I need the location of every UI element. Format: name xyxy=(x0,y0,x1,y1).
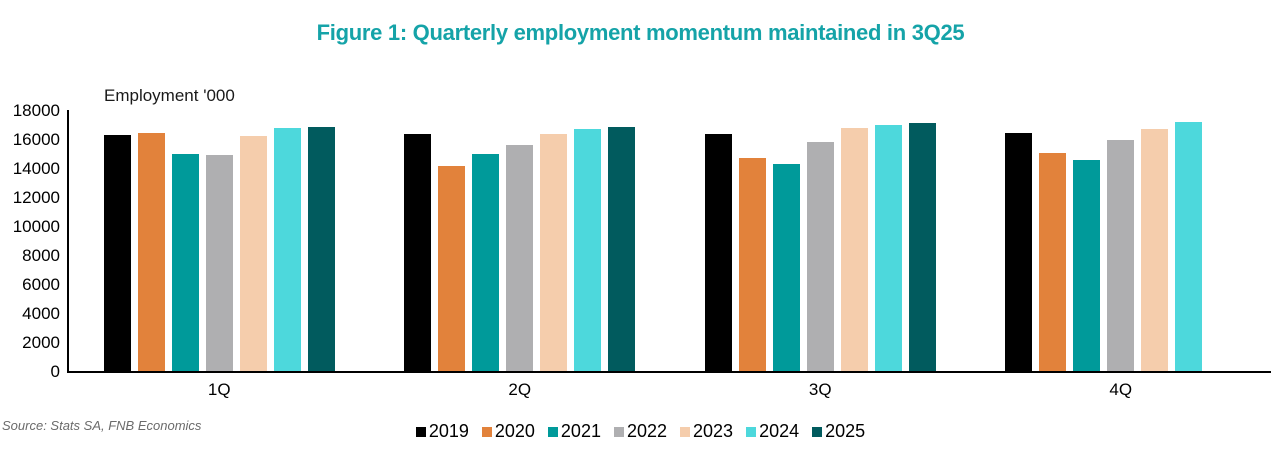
bar-2023-1q xyxy=(239,136,267,371)
bar-2021-3q xyxy=(772,163,800,371)
legend-swatch-icon xyxy=(746,426,757,437)
x-axis-label-3q: 3Q xyxy=(808,380,832,399)
x-axis-line xyxy=(67,371,1271,373)
y-tick-label: 16000 xyxy=(12,130,60,149)
bar-2021-4q xyxy=(1073,160,1101,371)
legend-item-2025: 2025 xyxy=(812,421,865,442)
legend-label: 2025 xyxy=(825,421,866,441)
legend-label: 2022 xyxy=(626,421,668,441)
bar-2019-1q xyxy=(103,134,131,371)
figure-title: Figure 1: Quarterly employment momentum … xyxy=(316,20,965,45)
bar-2021-1q xyxy=(171,153,199,371)
bar-2019-4q xyxy=(1005,132,1033,371)
legend: 2019 2020 2021 2022 2023 2024 2025 xyxy=(0,421,1281,442)
bar-2024-3q xyxy=(874,124,902,371)
y-tick-label: 0 xyxy=(50,362,60,381)
plot-area xyxy=(69,110,1271,371)
bar-2022-4q xyxy=(1107,140,1135,371)
bar-2022-2q xyxy=(506,145,534,371)
bar-2019-3q xyxy=(704,133,732,371)
legend-label: 2020 xyxy=(494,421,535,441)
legend-item-2024: 2024 xyxy=(746,421,799,442)
legend-swatch-icon xyxy=(481,426,492,437)
y-tick-label: 12000 xyxy=(12,188,60,207)
bar-2025-3q xyxy=(908,122,936,371)
legend-label: 2023 xyxy=(693,421,734,441)
legend-label: 2024 xyxy=(759,421,800,441)
bar-group-1q xyxy=(69,110,370,371)
bar-2019-2q xyxy=(404,134,432,371)
bar-2022-1q xyxy=(205,154,233,371)
bar-2020-1q xyxy=(137,133,165,371)
y-tick-label: 8000 xyxy=(22,246,60,265)
bar-2024-2q xyxy=(574,128,602,371)
bar-2025-2q xyxy=(608,126,636,371)
bar-2020-4q xyxy=(1039,153,1067,371)
bar-2023-4q xyxy=(1141,128,1169,371)
legend-item-2020: 2020 xyxy=(481,421,535,442)
y-tick-label: 2000 xyxy=(22,333,60,352)
bar-group-4q xyxy=(971,110,1272,371)
bar-2025-1q xyxy=(307,126,335,371)
bar-2022-3q xyxy=(806,142,834,371)
x-axis-label-4q: 4Q xyxy=(1109,380,1133,399)
bar-2024-1q xyxy=(273,127,301,371)
y-tick-label: 10000 xyxy=(12,217,60,236)
bar-2023-2q xyxy=(540,133,568,371)
x-axis-label-1q: 1Q xyxy=(207,380,231,399)
source-note: Source: Stats SA, FNB Economics xyxy=(2,418,202,433)
y-tick-label: 4000 xyxy=(22,304,60,323)
legend-item-2021: 2021 xyxy=(547,421,601,442)
y-axis-title: Employment '000 xyxy=(104,86,235,105)
legend-swatch-icon xyxy=(680,426,691,437)
bar-2021-2q xyxy=(472,154,500,371)
y-tick-label: 18000 xyxy=(12,101,60,120)
y-tick-label: 14000 xyxy=(12,159,60,178)
bar-2020-2q xyxy=(438,165,466,371)
y-tick-label: 6000 xyxy=(22,275,60,294)
legend-item-2022: 2022 xyxy=(613,421,668,442)
legend-swatch-icon xyxy=(547,426,558,437)
x-axis-label-2q: 2Q xyxy=(508,380,532,399)
bar-2020-3q xyxy=(738,158,766,371)
legend-item-2023: 2023 xyxy=(680,421,733,442)
bar-2023-3q xyxy=(840,128,868,371)
legend-swatch-icon xyxy=(812,426,823,437)
bar-group-2q xyxy=(370,110,671,371)
bar-group-3q xyxy=(670,110,971,371)
legend-label: 2021 xyxy=(560,421,601,441)
bar-2024-4q xyxy=(1175,122,1203,371)
legend-swatch-icon xyxy=(415,426,426,437)
y-axis-line xyxy=(67,110,69,371)
legend-item-2019: 2019 xyxy=(415,421,469,442)
legend-swatch-icon xyxy=(613,426,624,437)
legend-label: 2019 xyxy=(428,421,469,441)
